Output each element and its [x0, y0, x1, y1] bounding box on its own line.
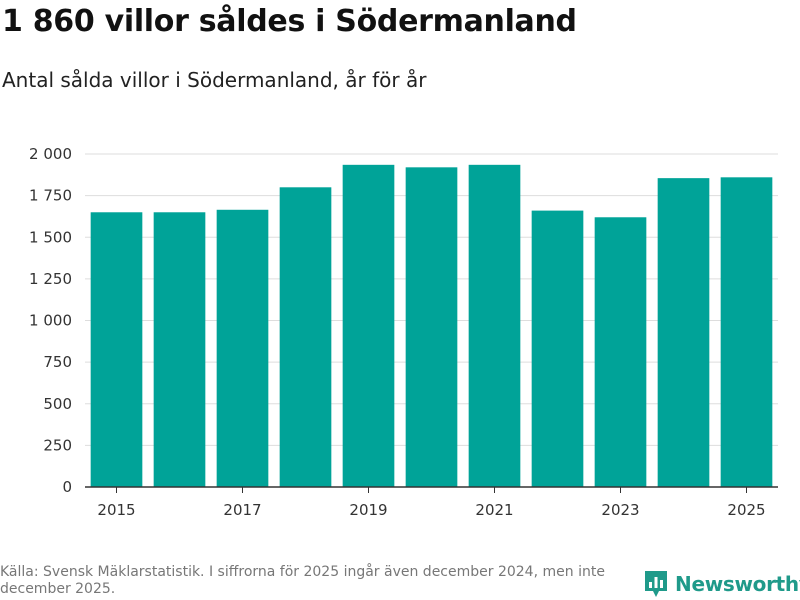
bar-2022 [531, 210, 584, 488]
x-tick-label: 2023 [601, 501, 639, 519]
chart-subtitle: Antal sålda villor i Södermanland, år fö… [2, 68, 427, 92]
y-tick-label: 1 000 [29, 312, 72, 330]
y-tick-label: 1 250 [29, 270, 72, 288]
bar-2025 [720, 177, 773, 487]
newsworthy-logo-icon [645, 571, 667, 597]
bar-chart: 0 250 500 750 1 000 1 250 1 500 1 750 2 000 2015 2… [29, 145, 778, 519]
x-tick-label: 2019 [349, 501, 387, 519]
bar-2016 [153, 212, 206, 487]
bars [90, 164, 773, 488]
y-tick-label: 500 [43, 395, 72, 413]
brand-name: Newsworthy [675, 572, 800, 596]
bar-2024 [657, 178, 710, 487]
y-tick-label: 0 [62, 478, 72, 496]
bar-2019 [342, 164, 395, 487]
y-tick-label: 1 500 [29, 228, 72, 246]
chart-title: 1 860 villor såldes i Södermanland [2, 4, 577, 39]
y-tick-label: 2 000 [29, 145, 72, 163]
x-tick-label: 2021 [475, 501, 513, 519]
x-tick-label: 2025 [727, 501, 765, 519]
bar-2017 [216, 209, 269, 487]
y-tick-label: 1 750 [29, 187, 72, 205]
y-tick-label: 250 [43, 436, 72, 454]
bar-2021 [468, 164, 521, 487]
x-tick-label: 2017 [223, 501, 261, 519]
y-tick-label: 750 [43, 353, 72, 371]
bar-2023 [594, 217, 647, 487]
brand-logo: Newsworthy [643, 568, 800, 600]
x-tick-label: 2015 [97, 501, 135, 519]
bar-2018 [279, 187, 332, 488]
source-note: Källa: Svensk Mäklarstatistik. I siffror… [0, 564, 605, 597]
bar-2020 [405, 167, 458, 487]
axes: 0 250 500 750 1 000 1 250 1 500 1 750 2 000 2015 2… [29, 145, 778, 519]
bar-2015 [90, 212, 143, 487]
